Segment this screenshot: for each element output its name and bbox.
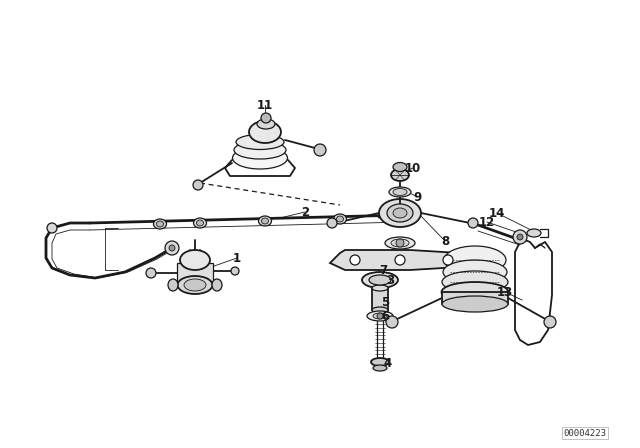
Circle shape <box>396 239 404 247</box>
Ellipse shape <box>168 279 178 291</box>
Text: 13: 13 <box>497 285 513 298</box>
Ellipse shape <box>154 219 166 229</box>
Ellipse shape <box>389 187 411 197</box>
Ellipse shape <box>249 121 281 143</box>
Ellipse shape <box>387 204 413 222</box>
Text: 00004223: 00004223 <box>563 428 607 438</box>
Ellipse shape <box>157 221 163 227</box>
Text: 5: 5 <box>381 296 389 309</box>
Circle shape <box>350 255 360 265</box>
Ellipse shape <box>385 237 415 249</box>
Ellipse shape <box>367 311 393 321</box>
Ellipse shape <box>259 216 271 226</box>
Ellipse shape <box>393 163 407 172</box>
Text: 12: 12 <box>479 215 495 228</box>
Text: 3: 3 <box>386 273 394 287</box>
Ellipse shape <box>369 275 391 285</box>
Text: 8: 8 <box>441 234 449 247</box>
Circle shape <box>395 255 405 265</box>
Bar <box>372 288 388 310</box>
Circle shape <box>169 245 175 251</box>
Text: 11: 11 <box>257 99 273 112</box>
Circle shape <box>165 241 179 255</box>
Ellipse shape <box>373 365 387 371</box>
Ellipse shape <box>212 279 222 291</box>
Circle shape <box>146 268 156 278</box>
Ellipse shape <box>393 189 407 195</box>
Ellipse shape <box>391 169 409 181</box>
Ellipse shape <box>372 307 388 313</box>
Ellipse shape <box>442 296 508 312</box>
Text: 4: 4 <box>384 357 392 370</box>
Circle shape <box>47 223 57 233</box>
Ellipse shape <box>372 285 388 291</box>
Text: 1: 1 <box>233 251 241 264</box>
Text: 9: 9 <box>413 190 421 203</box>
Polygon shape <box>330 250 475 270</box>
Circle shape <box>327 218 337 228</box>
Ellipse shape <box>362 272 398 288</box>
Circle shape <box>513 230 527 244</box>
Ellipse shape <box>234 141 286 159</box>
Circle shape <box>261 113 271 123</box>
Ellipse shape <box>177 276 212 294</box>
Ellipse shape <box>262 218 269 224</box>
Ellipse shape <box>184 279 206 291</box>
Ellipse shape <box>371 358 389 366</box>
Ellipse shape <box>373 313 387 319</box>
Circle shape <box>193 180 203 190</box>
Ellipse shape <box>527 229 541 237</box>
Circle shape <box>468 218 478 228</box>
Text: 2: 2 <box>301 206 309 219</box>
Circle shape <box>544 316 556 328</box>
Circle shape <box>314 144 326 156</box>
Ellipse shape <box>196 220 204 226</box>
Ellipse shape <box>391 239 409 247</box>
Ellipse shape <box>443 260 507 284</box>
Bar <box>177 263 213 285</box>
Ellipse shape <box>442 282 509 302</box>
Circle shape <box>231 267 239 275</box>
Text: 7: 7 <box>379 263 387 276</box>
Ellipse shape <box>257 119 275 129</box>
Ellipse shape <box>442 271 508 293</box>
Circle shape <box>517 234 523 240</box>
Ellipse shape <box>337 216 344 222</box>
Ellipse shape <box>232 147 287 169</box>
Text: 10: 10 <box>405 161 421 175</box>
Ellipse shape <box>180 250 210 270</box>
Ellipse shape <box>236 134 284 150</box>
Ellipse shape <box>393 208 407 218</box>
Circle shape <box>377 313 383 319</box>
Circle shape <box>386 316 398 328</box>
Text: 14: 14 <box>489 207 505 220</box>
Text: 6: 6 <box>381 310 389 323</box>
Ellipse shape <box>444 246 506 274</box>
Ellipse shape <box>333 214 346 224</box>
Bar <box>442 292 508 304</box>
Ellipse shape <box>193 218 207 228</box>
Circle shape <box>443 255 453 265</box>
Ellipse shape <box>379 199 421 227</box>
